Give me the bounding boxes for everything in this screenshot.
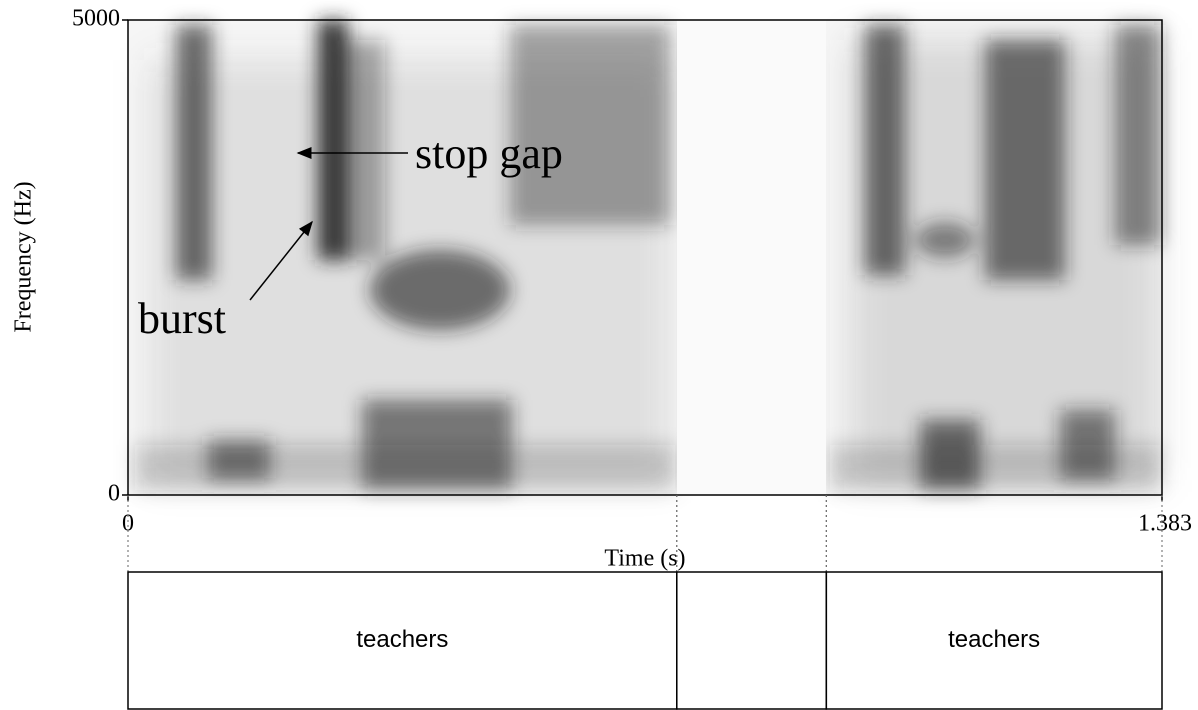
annotation: burst xyxy=(138,294,226,343)
x-tick-label: 1.383 xyxy=(1138,511,1192,537)
annotation: stop gap xyxy=(415,129,563,178)
arrow xyxy=(249,220,313,301)
plot-frame xyxy=(127,19,1163,496)
y-tick-label: 5000 xyxy=(72,6,120,32)
spectrogram-texture xyxy=(128,20,1162,495)
interval-label: teachers xyxy=(356,626,448,653)
tier-interval xyxy=(676,571,828,710)
interval-label: teachers xyxy=(948,626,1040,653)
y-tick-label: 0 xyxy=(108,481,120,507)
x-tick-label: 0 xyxy=(122,511,134,537)
x-axis-label: Time (s) xyxy=(604,546,685,572)
y-axis-label: Frequency (Hz) xyxy=(11,181,37,332)
tier-interval xyxy=(825,571,1163,710)
